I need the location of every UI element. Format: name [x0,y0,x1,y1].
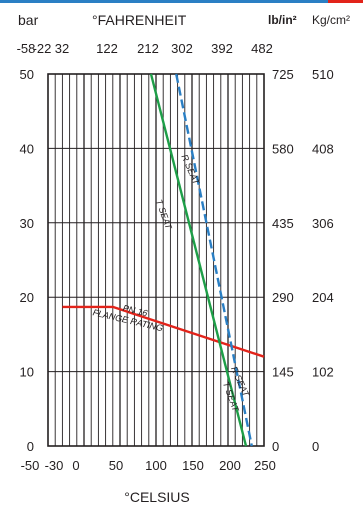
right-axis-unit-kg: Kg/cm² [312,13,350,27]
right-tick-label-psi: 290 [272,290,294,305]
top-tick-label: 32 [55,41,69,56]
top-color-bar [0,0,363,3]
line-annotation: R SEAT [179,153,202,188]
top-tick-labels: -58-22 32 122 212 302 392 482 [17,41,273,56]
right-tick-label-psi: 580 [272,141,294,156]
bottom-tick-label: -50 [21,458,40,473]
bottom-tick-label: 250 [254,458,276,473]
left-tick-label: 0 [27,439,34,454]
right-axis-unit-psi: lb/in² [268,13,297,27]
grid-lines [48,74,264,446]
bottom-tick-label: 0 [72,458,79,473]
bottom-tick-label: -30 [45,458,64,473]
series-line [175,73,253,447]
right-tick-label-psi: 725 [272,67,294,82]
right-tick-label-kg: 0 [312,439,319,454]
series-line [149,73,248,447]
right-tick-label-psi: 145 [272,365,294,380]
top-tick-label: -22 [33,41,52,56]
left-tick-label: 50 [20,67,34,82]
left-tick-label: 10 [20,365,34,380]
bottom-tick-label: 50 [109,458,123,473]
bottom-tick-label: 150 [182,458,204,473]
right-tick-label-kg: 408 [312,141,334,156]
left-axis-unit: bar [18,12,39,28]
left-tick-labels: 0 10 20 30 40 50 [20,67,34,454]
top-tick-label: 392 [211,41,233,56]
left-tick-label: 20 [20,290,34,305]
top-tick-label: 212 [137,41,159,56]
bottom-tick-label: 200 [219,458,241,473]
top-color-bar-red [328,0,363,3]
plot-frame [47,73,265,447]
right-tick-label-psi: 0 [272,439,279,454]
right-tick-label-kg: 510 [312,67,334,82]
right-tick-label-psi: 435 [272,216,294,231]
top-tick-label: 122 [96,41,118,56]
right-tick-labels-kg: 0 102 204 306 408 510 [312,67,334,454]
series-layer [62,73,265,447]
top-axis-title: °FAHRENHEIT [92,12,187,28]
bottom-tick-label: 100 [145,458,167,473]
right-tick-label-kg: 102 [312,365,334,380]
top-tick-label: 482 [251,41,273,56]
bottom-tick-labels: -50 -30 0 50 100 150 200 250 [21,458,276,473]
right-tick-labels-psi: 0 145 290 435 580 725 [272,67,294,454]
top-tick-label: 302 [171,41,193,56]
top-tick-label: -58 [17,41,36,56]
left-tick-label: 40 [20,141,34,156]
right-tick-label-kg: 306 [312,216,334,231]
left-tick-label: 30 [20,216,34,231]
series-line [62,305,265,358]
line-annotation: T SEAT [154,198,174,232]
right-tick-label-kg: 204 [312,290,334,305]
x-axis-title: °CELSIUS [124,489,190,505]
